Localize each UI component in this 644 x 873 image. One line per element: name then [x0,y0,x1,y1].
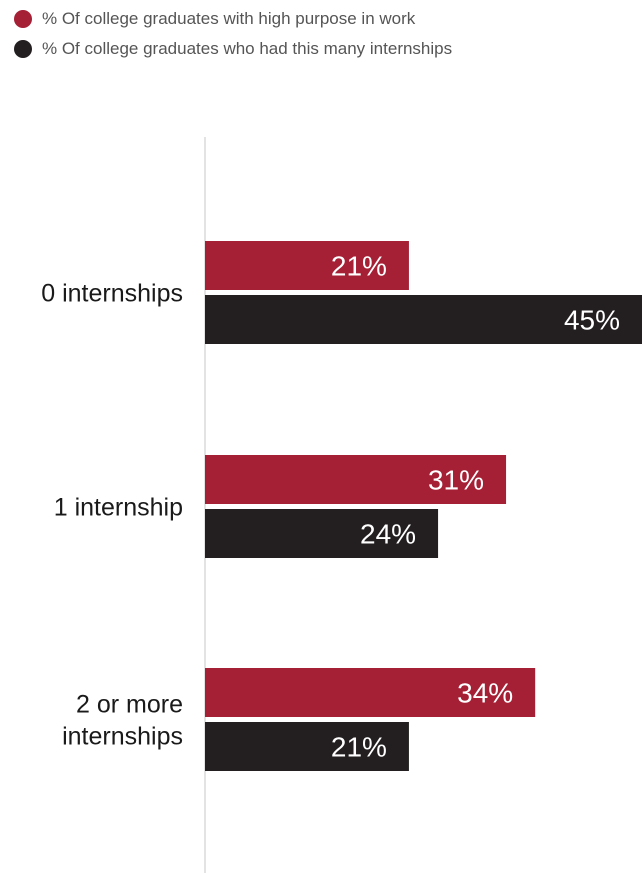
bar-purpose [205,455,507,504]
bar-value-label: 31% [428,465,484,496]
bar-internships [205,722,409,771]
bar-value-label: 21% [331,251,387,282]
category-label-line: 2 or more [76,691,183,719]
category-label-line: 0 internships [41,280,183,308]
bar-purpose [205,241,409,290]
bar-internships [205,509,439,558]
bar-value-label: 21% [331,732,387,763]
category-label: 0 internships [41,280,183,308]
category-label: 1 internship [54,494,183,522]
chart-legend: % Of college graduates with high purpose… [0,4,452,64]
bar-value-label: 34% [457,678,513,709]
category-label: 2 or more internships [62,691,183,751]
bar-internships [205,295,642,344]
legend-item-internships: % Of college graduates who had this many… [0,34,452,64]
legend-item-purpose: % Of college graduates with high purpose… [0,4,452,34]
category-label-line: 1 internship [54,494,183,522]
legend-swatch-internships [14,40,32,58]
legend-label-internships: % Of college graduates who had this many… [42,39,453,58]
legend-label-purpose: % Of college graduates with high purpose… [42,9,416,28]
bar-value-label: 24% [360,519,416,550]
bar-value-label: 45% [564,305,620,336]
legend-swatch-purpose [14,10,32,28]
bar-purpose [205,668,536,717]
category-label-line: internships [62,723,183,751]
